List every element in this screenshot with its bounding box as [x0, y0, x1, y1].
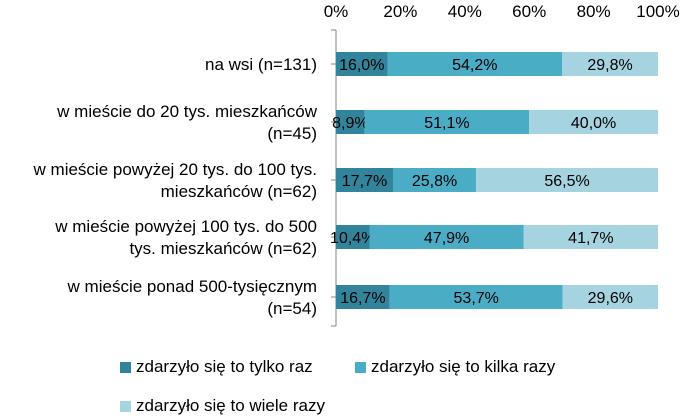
- bar-segment: [562, 285, 658, 309]
- x-tick-label: 60%: [512, 2, 546, 21]
- bar-segment: [336, 225, 370, 249]
- category-label: w mieście ponad 500-tysięcznym: [67, 277, 317, 296]
- category-label: w mieście powyżej 20 tys. do 100 tys.: [33, 160, 317, 179]
- data-label: 54,2%: [452, 57, 497, 74]
- data-label: 25,8%: [412, 173, 457, 190]
- category-label: (n=54): [267, 299, 317, 318]
- bar-segment: [336, 52, 388, 76]
- bar-segment: [387, 52, 563, 76]
- data-label: 47,9%: [424, 230, 469, 247]
- data-label: 29,6%: [588, 290, 633, 307]
- category-label: (n=45): [267, 124, 317, 143]
- x-tick-label: 100%: [636, 2, 679, 21]
- bar-segment: [336, 168, 393, 192]
- category-label: w mieście powyżej 100 tys. do 500: [54, 217, 317, 236]
- bar-segment: [369, 225, 524, 249]
- bar-segment: [392, 168, 477, 192]
- x-tick-label: 20%: [383, 2, 417, 21]
- bar-segment: [389, 285, 563, 309]
- bar-segment: [336, 285, 390, 309]
- bar-segment: [523, 225, 658, 249]
- data-label: 17,7%: [342, 173, 387, 190]
- bar-segment: [364, 110, 530, 134]
- data-label: 16,7%: [340, 290, 385, 307]
- bar-segment: [476, 168, 658, 192]
- category-label: tys. mieszkańców (n=62): [129, 239, 317, 258]
- x-tick-label: 0%: [324, 2, 349, 21]
- category-label: na wsi (n=131): [205, 55, 317, 74]
- data-label: 16,0%: [339, 57, 384, 74]
- category-label: w mieście do 20 tys. mieszkańców: [56, 102, 318, 121]
- bar-segment: [562, 52, 658, 76]
- category-label: mieszkańców (n=62): [161, 182, 317, 201]
- data-label: 29,8%: [587, 57, 632, 74]
- bar-segment: [529, 110, 658, 134]
- data-label: 41,7%: [568, 230, 613, 247]
- data-label: 40,0%: [571, 115, 616, 132]
- x-tick-label: 40%: [448, 2, 482, 21]
- x-tick-label: 80%: [577, 2, 611, 21]
- data-label: 8,9%: [332, 115, 368, 132]
- bar-segment: [336, 110, 365, 134]
- data-label: 51,1%: [424, 115, 469, 132]
- data-label: 10,4%: [330, 230, 375, 247]
- data-label: 53,7%: [454, 290, 499, 307]
- data-label: 56,5%: [544, 173, 589, 190]
